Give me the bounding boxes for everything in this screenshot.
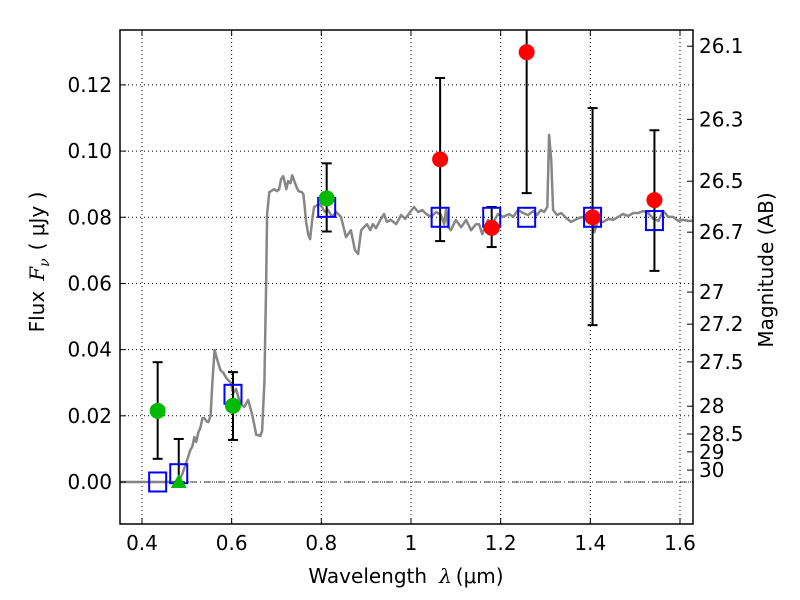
- x-tick-label: 0.4: [126, 531, 158, 555]
- nir-detection-marker: [483, 219, 500, 236]
- y2-tick-label: 28: [699, 394, 724, 418]
- y-tick-label: 0.08: [67, 205, 112, 229]
- y-axis-label-symbol: F: [25, 266, 49, 282]
- y2-tick-label: 26.3: [699, 107, 744, 131]
- y2-tick-label: 26.1: [699, 34, 744, 58]
- y2-tick-label: 28.5: [699, 422, 744, 446]
- model-photometry-marker: [430, 206, 450, 228]
- y2-axis-label: Magnitude (AB): [754, 192, 778, 347]
- plot-frame: [119, 29, 694, 525]
- nir-detection-marker: [584, 209, 601, 226]
- x-tick-label: 1.4: [574, 531, 606, 555]
- optical-detection-marker: [318, 190, 335, 207]
- x-tick-label: 0.8: [305, 531, 337, 555]
- y-tick-label: 0.00: [67, 470, 112, 494]
- y2-tick-label: 27.2: [699, 312, 744, 336]
- y-tick-label: 0.06: [67, 271, 112, 295]
- optical-detection-marker: [149, 402, 166, 419]
- x-axis-ticks: 0.4 0.6 0.8 1 1.2 1.4 1.6: [126, 30, 696, 555]
- y-axis-label: Flux Fν ( μJy ): [25, 192, 53, 333]
- x-axis-label-unit: (μm): [456, 564, 504, 588]
- y-tick-label: 0.12: [67, 73, 112, 97]
- x-axis-label-symbol: λ: [438, 564, 452, 588]
- marker-group: [148, 44, 664, 493]
- y2-tick-label: 30: [699, 458, 724, 482]
- nir-detection-marker: [646, 192, 663, 209]
- y2-tick-label: 27: [699, 280, 724, 304]
- upper-limit-marker: [170, 473, 187, 488]
- nir-detection-marker: [432, 151, 449, 168]
- model-photometry-marker: [517, 206, 537, 228]
- y-tick-label: 0.04: [67, 338, 112, 362]
- x-axis-label: Wavelength λ (μm): [308, 564, 503, 588]
- y2-tick-label: 27.5: [699, 350, 744, 374]
- x-tick-label: 0.6: [216, 531, 248, 555]
- x-axis-label-text: Wavelength: [308, 564, 427, 588]
- y-tick-label: 0.10: [67, 139, 112, 163]
- x-tick-label: 1: [405, 531, 418, 555]
- y-axis-label-subscript: ν: [37, 258, 53, 267]
- model-photometry-marker: [644, 210, 664, 232]
- y-tick-label: 0.02: [67, 404, 112, 428]
- x-tick-label: 1.6: [664, 531, 696, 555]
- y2-tick-label: 26.7: [699, 220, 744, 244]
- model-photometry-marker: [148, 471, 168, 493]
- y-axis-label-unit: ( μJy ): [25, 192, 49, 251]
- y2-tick-label: 29: [699, 440, 724, 464]
- model-photometry-marker: [583, 206, 603, 228]
- x-tick-label: 1.2: [485, 531, 517, 555]
- nir-detection-marker: [518, 44, 535, 61]
- optical-detection-marker: [224, 397, 241, 414]
- y2-tick-label: 26.5: [699, 169, 744, 193]
- plot-background: [120, 30, 693, 524]
- y-axis-label-text: Flux: [25, 291, 49, 333]
- y-axis-ticks: 0.00 0.02 0.04 0.06 0.08 0.10 0.12: [67, 73, 126, 494]
